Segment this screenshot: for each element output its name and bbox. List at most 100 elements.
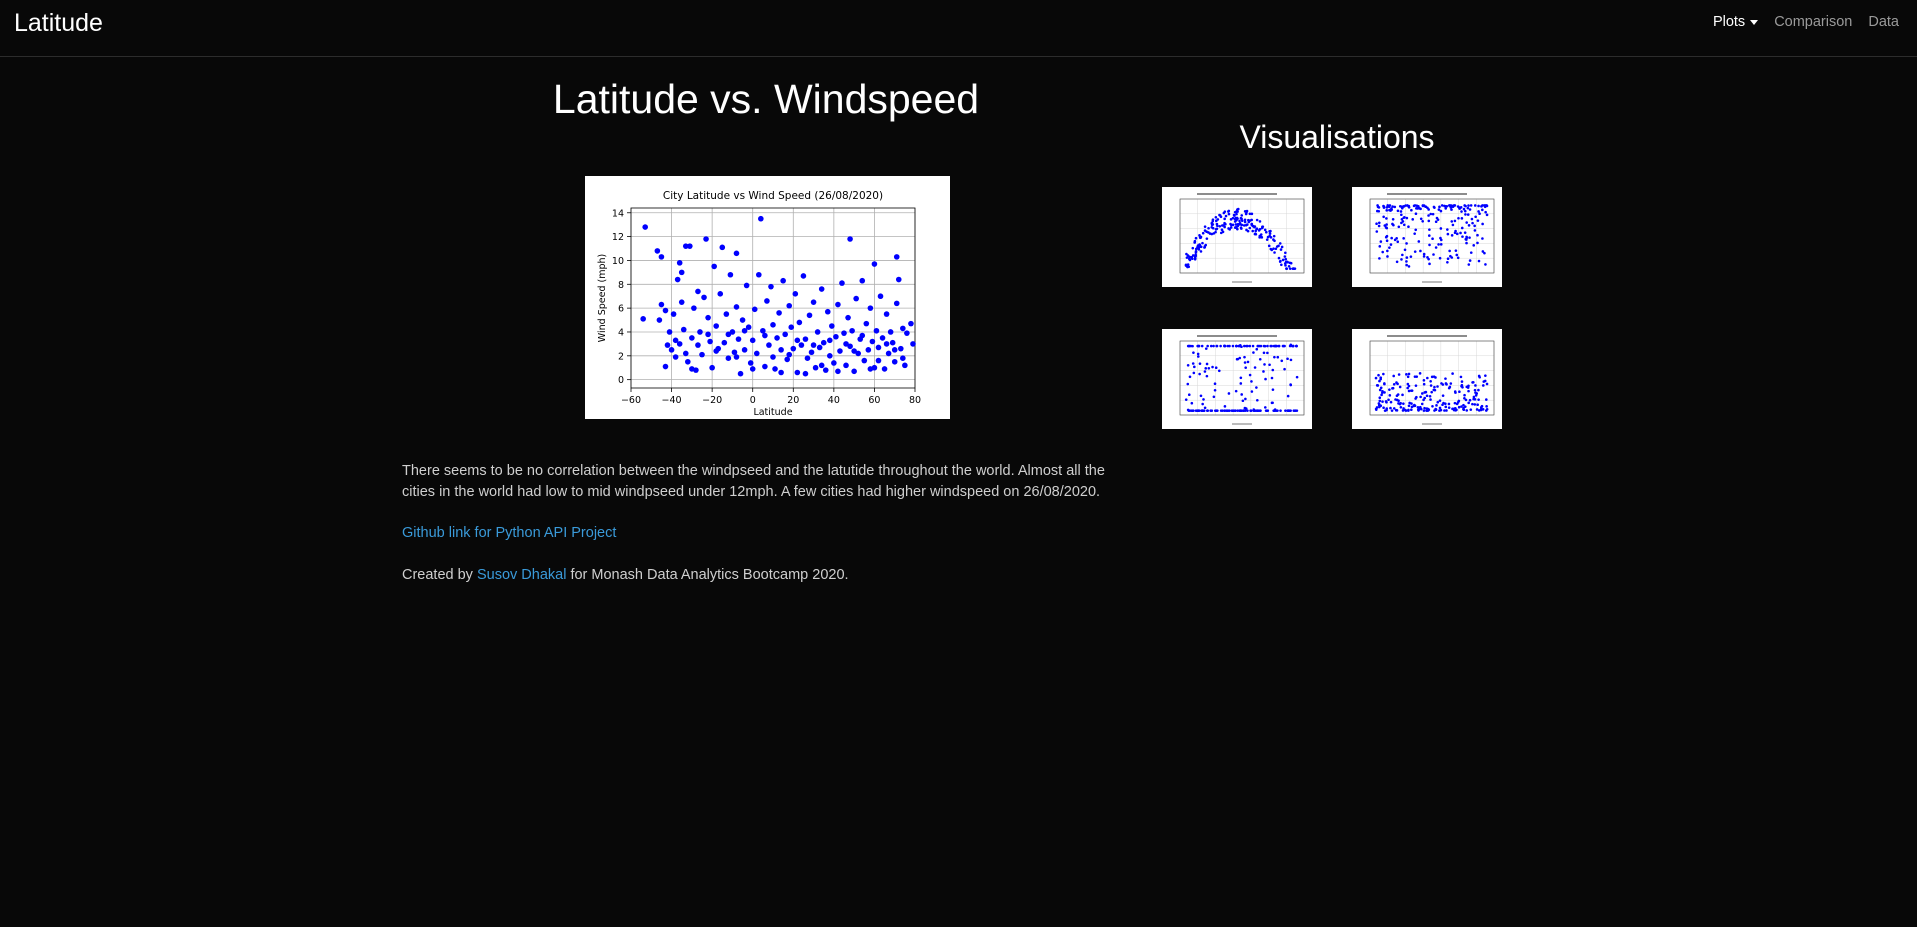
thumb-point [1202,398,1205,401]
data-point [859,277,866,284]
thumbnail-max-temperature[interactable] [1162,187,1312,287]
thumb-point [1427,219,1431,223]
thumb-point [1462,207,1466,211]
thumb-point [1410,208,1413,212]
thumb-point [1479,406,1483,409]
thumb-point [1251,229,1255,233]
data-point [871,261,878,267]
thumb-point [1450,208,1453,211]
data-point [893,254,900,260]
thumbnail-humidity[interactable] [1352,187,1502,287]
data-point [816,344,823,351]
thumb-point [1389,400,1393,404]
thumb-point [1384,235,1388,239]
data-point [642,224,648,230]
data-point [853,295,859,302]
thumb-point [1386,255,1389,258]
thumb-point [1268,363,1271,367]
thumb-point [1465,238,1468,241]
y-tick-label: 10 [612,256,624,267]
thumb-point [1295,344,1298,348]
thumb-point [1427,214,1430,217]
thumb-point [1406,386,1409,390]
data-point [841,330,847,336]
thumb-point [1374,376,1378,380]
thumb-point [1477,204,1480,208]
thumb-point [1204,347,1208,350]
data-point [654,248,661,254]
thumb-point [1260,236,1264,239]
data-point [855,350,861,357]
thumb-point [1211,218,1215,222]
description-text: There seems to be no correlation between… [402,463,1105,500]
thumb-point [1464,405,1467,408]
thumb-point [1192,371,1196,375]
nav-comparison[interactable]: Comparison [1774,14,1853,30]
thumb-point [1286,260,1289,264]
thumb-point [1431,212,1435,216]
thumb-point [1458,390,1461,394]
thumb-point [1447,402,1451,406]
thumb-point [1409,255,1413,258]
thumb-point [1422,409,1426,412]
thumb-point [1246,360,1250,364]
thumb-point [1455,408,1458,412]
nav-plots-dropdown[interactable]: Plots [1713,14,1759,30]
thumb-point [1477,374,1481,378]
thumb-point [1215,222,1219,226]
data-point [794,369,801,376]
thumb-point [1402,223,1406,227]
thumb-point [1468,259,1472,262]
data-point [658,254,665,260]
thumb-point [1229,226,1233,229]
thumb-point [1198,372,1201,376]
thumb-point [1259,344,1263,348]
thumb-point [1407,372,1411,376]
thumb-point [1393,238,1397,242]
thumbnail-cloudiness[interactable] [1162,329,1312,429]
thumb-point [1246,409,1249,412]
thumb-point [1437,208,1441,211]
thumb-point [1439,227,1443,230]
thumb-point [1411,218,1415,221]
thumb-point [1213,382,1217,386]
thumb-point [1226,409,1230,412]
brand-link[interactable]: Latitude [14,9,103,37]
data-point [806,312,813,319]
data-point [729,329,736,335]
thumb-point [1252,351,1255,354]
nav-data[interactable]: Data [1868,14,1899,30]
thumb-point [1271,368,1275,372]
thumb-point [1223,221,1226,225]
thumb-point [1484,374,1487,377]
thumb-point [1273,344,1277,348]
thumb-point [1376,384,1380,387]
thumb-point [1203,370,1207,373]
thumb-point [1463,393,1466,397]
thumb-point [1240,393,1243,396]
thumb-point [1450,220,1454,223]
thumb-point [1439,243,1443,246]
thumb-point [1453,219,1457,223]
data-point [780,277,786,284]
thumb-point [1460,217,1464,220]
github-link[interactable]: Github link for Python API Project [402,525,617,541]
thumbnail-wind-speed[interactable] [1352,329,1502,429]
thumb-point [1387,398,1390,402]
thumb-point [1270,376,1274,380]
thumb-point [1416,207,1419,210]
thumb-point [1199,394,1203,398]
data-point [749,366,756,372]
author-link[interactable]: Susov Dhakal [476,567,567,583]
data-point [843,362,849,369]
data-point [768,283,774,290]
y-tick-label: 8 [618,280,624,291]
thumb-point [1388,208,1391,212]
thumb-point [1229,222,1232,226]
thumb-point [1271,388,1275,391]
x-tick-label: 0 [750,395,756,406]
data-point [865,347,872,353]
thumb-point [1402,205,1406,208]
thumb-point [1422,255,1426,258]
thumb-point [1460,210,1463,213]
